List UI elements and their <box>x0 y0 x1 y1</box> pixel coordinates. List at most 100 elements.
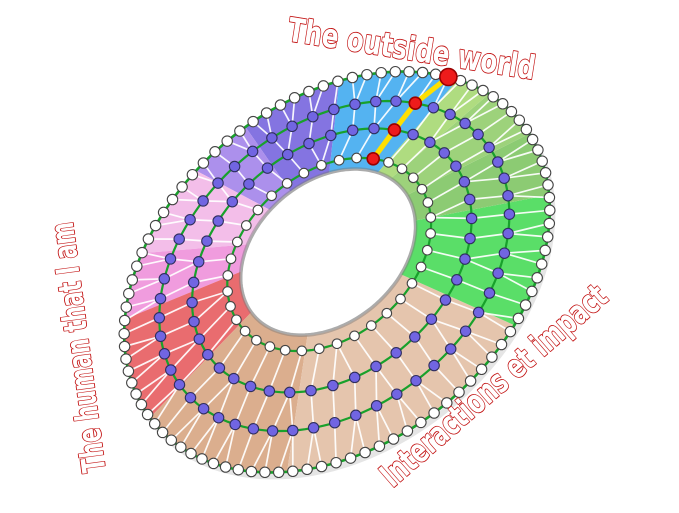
network-node[interactable] <box>539 244 551 257</box>
network-node[interactable] <box>212 411 225 424</box>
network-node[interactable] <box>332 75 344 88</box>
network-node[interactable] <box>425 228 436 239</box>
network-node[interactable] <box>421 244 433 256</box>
network-node[interactable] <box>502 189 514 202</box>
network-node[interactable] <box>173 233 185 245</box>
network-node[interactable] <box>328 416 341 429</box>
network-node[interactable] <box>153 312 166 324</box>
network-node[interactable] <box>188 315 200 328</box>
network-node[interactable] <box>416 66 429 79</box>
network-node[interactable] <box>303 137 315 150</box>
network-node[interactable] <box>375 66 387 79</box>
network-node[interactable] <box>234 125 246 137</box>
network-node[interactable] <box>118 340 131 353</box>
network-node[interactable] <box>407 172 419 184</box>
network-node[interactable] <box>118 314 131 327</box>
network-node[interactable] <box>192 256 205 268</box>
network-node[interactable] <box>361 68 373 81</box>
network-node[interactable] <box>496 98 509 110</box>
network-node[interactable] <box>427 101 440 114</box>
network-node[interactable] <box>225 301 236 312</box>
network-node[interactable] <box>425 212 437 223</box>
network-node[interactable] <box>513 114 526 126</box>
network-node[interactable] <box>274 99 287 111</box>
network-node[interactable] <box>164 253 177 265</box>
network-node[interactable] <box>441 397 453 409</box>
network-node[interactable] <box>483 141 495 154</box>
network-node[interactable] <box>120 353 132 365</box>
network-node[interactable] <box>387 433 400 445</box>
network-node[interactable] <box>406 278 418 289</box>
network-node[interactable] <box>209 146 221 158</box>
network-node[interactable] <box>207 457 220 470</box>
network-node[interactable] <box>187 276 200 289</box>
network-node[interactable] <box>531 272 543 284</box>
sector-green-bright[interactable] <box>393 194 550 326</box>
network-node[interactable] <box>458 176 471 188</box>
network-node[interactable] <box>259 466 271 479</box>
network-node[interactable] <box>264 341 276 352</box>
network-node[interactable] <box>202 348 214 361</box>
network-node[interactable] <box>535 258 548 270</box>
network-node[interactable] <box>136 246 148 259</box>
network-node[interactable] <box>158 273 171 285</box>
network-node[interactable] <box>287 465 299 478</box>
network-node[interactable] <box>245 465 258 478</box>
network-node[interactable] <box>184 391 197 404</box>
network-node[interactable] <box>428 407 440 419</box>
highlighted-node[interactable] <box>366 152 381 166</box>
network-node[interactable] <box>396 163 408 175</box>
network-node[interactable] <box>331 338 343 350</box>
network-node[interactable] <box>281 148 294 161</box>
network-node[interactable] <box>261 162 274 174</box>
network-node[interactable] <box>123 287 135 300</box>
network-node[interactable] <box>186 296 198 309</box>
network-node[interactable] <box>229 418 241 431</box>
network-node[interactable] <box>391 388 403 400</box>
network-node[interactable] <box>165 364 177 376</box>
network-node[interactable] <box>130 388 142 400</box>
network-node[interactable] <box>495 338 508 351</box>
network-node[interactable] <box>305 384 317 397</box>
network-node[interactable] <box>381 307 393 319</box>
network-node[interactable] <box>451 274 463 286</box>
network-node[interactable] <box>231 236 243 248</box>
network-node[interactable] <box>503 208 516 220</box>
network-node[interactable] <box>327 379 339 392</box>
network-node[interactable] <box>390 347 402 359</box>
network-node[interactable] <box>502 227 514 240</box>
network-node[interactable] <box>444 108 456 121</box>
network-node[interactable] <box>243 178 255 190</box>
network-node[interactable] <box>492 267 504 279</box>
network-node[interactable] <box>131 260 143 272</box>
network-node[interactable] <box>154 330 167 343</box>
highlighted-node[interactable] <box>439 67 458 87</box>
network-node[interactable] <box>477 84 489 97</box>
network-node[interactable] <box>359 446 371 459</box>
sector-green-light[interactable] <box>372 79 489 185</box>
network-node[interactable] <box>307 110 319 123</box>
network-node[interactable] <box>266 190 277 202</box>
network-node[interactable] <box>351 152 362 164</box>
network-node[interactable] <box>222 286 233 297</box>
network-node[interactable] <box>247 423 260 435</box>
network-node[interactable] <box>519 299 532 311</box>
network-node[interactable] <box>483 287 496 299</box>
network-node[interactable] <box>505 105 518 118</box>
network-node[interactable] <box>185 447 197 460</box>
network-node[interactable] <box>281 178 293 189</box>
network-node[interactable] <box>370 360 382 373</box>
network-node[interactable] <box>409 331 421 343</box>
network-node[interactable] <box>539 167 552 179</box>
network-node[interactable] <box>422 197 434 208</box>
network-node[interactable] <box>142 233 155 245</box>
network-node[interactable] <box>407 128 419 141</box>
network-node[interactable] <box>197 157 210 169</box>
network-node[interactable] <box>410 374 422 387</box>
network-node[interactable] <box>231 314 242 326</box>
network-node[interactable] <box>504 325 517 338</box>
network-node[interactable] <box>228 160 241 173</box>
network-node[interactable] <box>166 193 179 206</box>
highlighted-node[interactable] <box>387 123 402 137</box>
network-node[interactable] <box>459 325 472 337</box>
